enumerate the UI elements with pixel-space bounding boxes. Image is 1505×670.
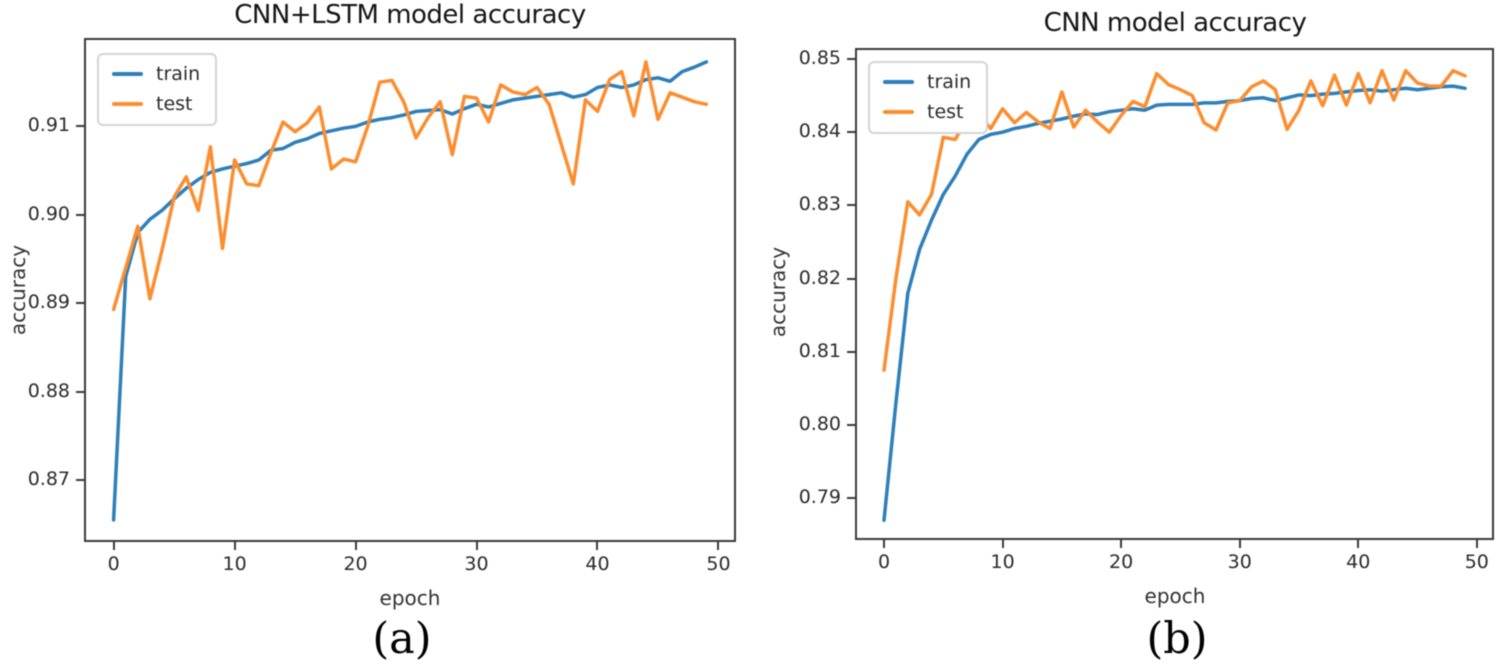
x-tick-mark xyxy=(1001,540,1004,548)
x-tick-label: 30 xyxy=(464,553,489,575)
y-tick-label: 0.91 xyxy=(27,114,70,137)
train-line-swatch xyxy=(883,80,914,85)
y-tick-mark xyxy=(847,204,855,207)
chart-b-legend: train test xyxy=(868,61,989,134)
x-tick-mark xyxy=(475,542,478,550)
chart-b-title: CNN model accuracy xyxy=(1043,8,1307,38)
chart-b-plot-area: train test xyxy=(855,48,1494,540)
y-tick-mark xyxy=(76,479,84,482)
x-tick-mark xyxy=(354,542,357,550)
chart-a-caption: (a) xyxy=(372,614,432,664)
train-line xyxy=(882,84,1467,522)
chart-a-line-series-svg xyxy=(111,60,709,522)
train-legend-label: train xyxy=(927,71,972,93)
x-tick-label: 40 xyxy=(585,553,610,575)
chart-a-legend-item-test: test xyxy=(112,92,200,115)
x-tick-mark xyxy=(1357,540,1360,548)
chart-a-plot-area: train test xyxy=(84,38,736,542)
y-tick-label: 0.81 xyxy=(798,339,841,362)
x-tick-mark xyxy=(233,542,236,550)
y-tick-label: 0.83 xyxy=(798,193,841,216)
train-legend-label: train xyxy=(156,63,201,85)
x-tick-mark xyxy=(717,542,720,550)
x-tick-label: 0 xyxy=(107,553,120,575)
x-tick-label: 40 xyxy=(1346,551,1371,573)
x-tick-mark xyxy=(1475,540,1478,548)
x-tick-label: 50 xyxy=(1464,551,1489,573)
chart-b-caption: (b) xyxy=(1146,614,1208,664)
test-line-swatch xyxy=(112,102,143,107)
x-tick-label: 20 xyxy=(343,553,368,575)
chart-a-x-axis-label: epoch xyxy=(379,586,441,610)
x-tick-label: 50 xyxy=(706,553,731,575)
x-tick-mark xyxy=(112,542,115,550)
y-tick-label: 0.85 xyxy=(798,46,841,69)
x-tick-mark xyxy=(1238,540,1241,548)
chart-b-legend-item-test: test xyxy=(883,100,971,123)
x-tick-label: 20 xyxy=(1109,551,1134,573)
y-tick-label: 0.87 xyxy=(27,468,70,491)
y-tick-mark xyxy=(847,497,855,500)
test-legend-label: test xyxy=(927,100,964,123)
test-legend-label: test xyxy=(156,92,193,115)
x-tick-label: 10 xyxy=(990,551,1015,573)
test-line-swatch xyxy=(883,110,914,115)
y-tick-label: 0.80 xyxy=(798,413,841,436)
chart-a-legend: train test xyxy=(97,53,218,126)
x-tick-label: 10 xyxy=(222,553,247,575)
y-tick-mark xyxy=(847,424,855,427)
y-tick-label: 0.89 xyxy=(27,291,70,314)
x-tick-mark xyxy=(1120,540,1123,548)
chart-b-y-axis-label: accuracy xyxy=(766,246,790,338)
y-tick-mark xyxy=(76,302,84,305)
y-tick-mark xyxy=(76,125,84,128)
y-tick-mark xyxy=(76,390,84,393)
chart-b-legend-item-train: train xyxy=(883,72,971,93)
chart-a-title: CNN+LSTM model accuracy xyxy=(234,0,586,30)
test-line xyxy=(111,60,709,312)
y-tick-mark xyxy=(847,277,855,280)
chart-b-x-axis-label: epoch xyxy=(1144,584,1206,608)
x-tick-mark xyxy=(883,540,886,548)
y-tick-mark xyxy=(76,213,84,216)
y-tick-label: 0.90 xyxy=(27,202,70,225)
train-line-swatch xyxy=(112,72,143,77)
y-tick-mark xyxy=(847,350,855,353)
y-tick-mark xyxy=(847,57,855,60)
y-tick-label: 0.88 xyxy=(27,379,70,402)
y-tick-label: 0.84 xyxy=(798,120,841,143)
x-tick-label: 30 xyxy=(1227,551,1252,573)
chart-a-legend-item-train: train xyxy=(112,64,200,85)
y-tick-mark xyxy=(847,131,855,134)
x-tick-label: 0 xyxy=(877,551,891,573)
y-tick-label: 0.79 xyxy=(798,486,841,509)
y-tick-label: 0.82 xyxy=(798,266,841,289)
x-tick-mark xyxy=(596,542,599,550)
